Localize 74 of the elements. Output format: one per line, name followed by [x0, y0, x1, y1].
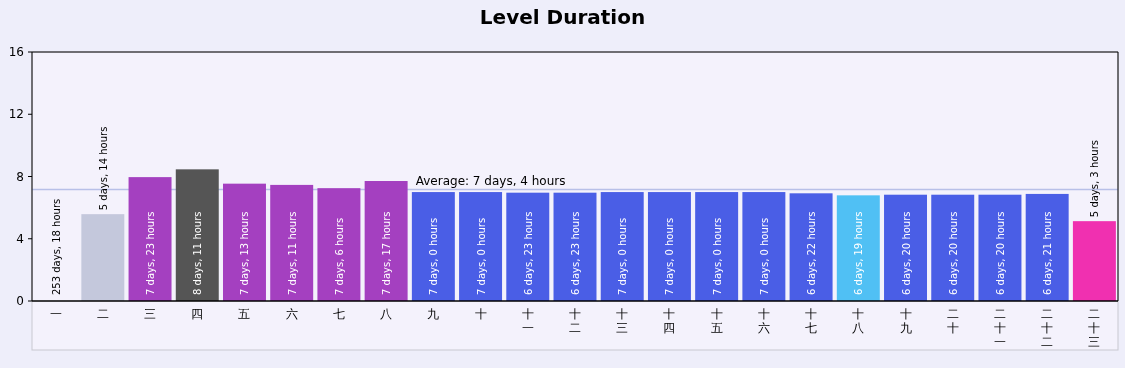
bar [884, 194, 928, 301]
x-tick-label: 五 [238, 307, 251, 321]
bar [1025, 193, 1069, 301]
annotation: 6 days, 23 hours [522, 211, 534, 295]
x-tick-label: 十七 [805, 307, 818, 335]
x-tick-label: 二 十三 [1088, 307, 1101, 349]
annotation: 7 days, 13 hours [239, 211, 251, 295]
annotation: 6 days, 20 hours [947, 211, 959, 295]
annotation: 8 days, 11 hours [192, 211, 204, 295]
bar [978, 194, 1022, 301]
bar [836, 195, 880, 301]
x-tick-label: 一 [49, 307, 62, 321]
x-tick-label: 六 [285, 307, 298, 321]
x-tick-label: 十 [474, 307, 487, 321]
ref-line-label: Average: 7 days, 4 hours [415, 174, 566, 189]
bar [411, 192, 455, 301]
annotation: 7 days, 0 hours [475, 217, 487, 295]
bar [647, 192, 691, 301]
x-tick-label: 七 [332, 307, 345, 321]
bar [222, 183, 266, 301]
annotation: 6 days, 23 hours [570, 211, 581, 295]
x-tick-label: 十四 [663, 307, 676, 335]
annotation: 5 days, 3 hours [1089, 139, 1101, 218]
annotation: 253 days, 18 hours [50, 198, 62, 295]
y-tick-label: 0 [16, 294, 24, 308]
annotation: 6 days, 20 hours [994, 211, 1006, 295]
x-tick-label: 二十一 [993, 307, 1006, 349]
annotation: 7 days, 0 hours [758, 217, 770, 295]
bar [600, 192, 644, 301]
x-tick-label: 十五 [710, 307, 723, 335]
x-tick-label: 八 [380, 307, 393, 321]
x-tick-label: 十 二 [569, 307, 581, 335]
x-tick-label: 十九 [899, 307, 912, 335]
x-tick-label: 十八 [852, 307, 865, 335]
bar [695, 192, 739, 301]
x-tick-label: 十一 [521, 307, 534, 335]
x-tick-label: 二十 [946, 307, 959, 335]
bar [270, 184, 314, 301]
annotation: 7 days, 17 hours [381, 211, 393, 295]
annotation: 7 days, 0 hours [617, 217, 629, 295]
annotation: 7 days, 6 hours [333, 217, 345, 295]
bar [81, 214, 125, 301]
bar [175, 169, 219, 301]
x-tick-label: 十三 [616, 307, 629, 335]
annotation: 7 days, 0 hours [711, 217, 723, 295]
annotation: 6 days, 19 hours [853, 211, 865, 295]
x-tick-label: 十六 [757, 307, 770, 335]
bar [506, 192, 550, 301]
bar [364, 181, 408, 301]
annotation: 6 days, 21 hours [1042, 211, 1054, 295]
x-tick-label: 四 [191, 307, 204, 321]
x-tick-label: 二十二 [1041, 307, 1054, 349]
x-tick-label: 二 [96, 307, 109, 321]
annotation: 7 days, 23 hours [145, 211, 157, 295]
chart-title: Level Duration [479, 5, 646, 29]
annotation: 7 days, 11 hours [286, 211, 298, 295]
annotation: 7 days, 0 hours [664, 217, 676, 295]
annotation: 7 days, 0 hours [428, 217, 440, 295]
bar [742, 192, 786, 301]
bar [789, 193, 833, 301]
bar [317, 188, 361, 301]
bar [459, 192, 503, 301]
y-tick-label: 4 [16, 231, 24, 246]
annotation: 6 days, 22 hours [806, 211, 818, 295]
bar [931, 194, 975, 301]
bar [128, 177, 172, 301]
x-tick-label: 三 [144, 307, 157, 321]
y-tick-label: 12 [8, 107, 24, 122]
annotation: 5 days, 14 hours [97, 126, 109, 211]
y-tick-label: 8 [16, 169, 24, 184]
y-tick-label: 16 [8, 45, 24, 59]
bar [1072, 221, 1116, 301]
x-tick-label: 九 [427, 307, 440, 321]
annotation: 6 days, 20 hours [900, 211, 912, 295]
